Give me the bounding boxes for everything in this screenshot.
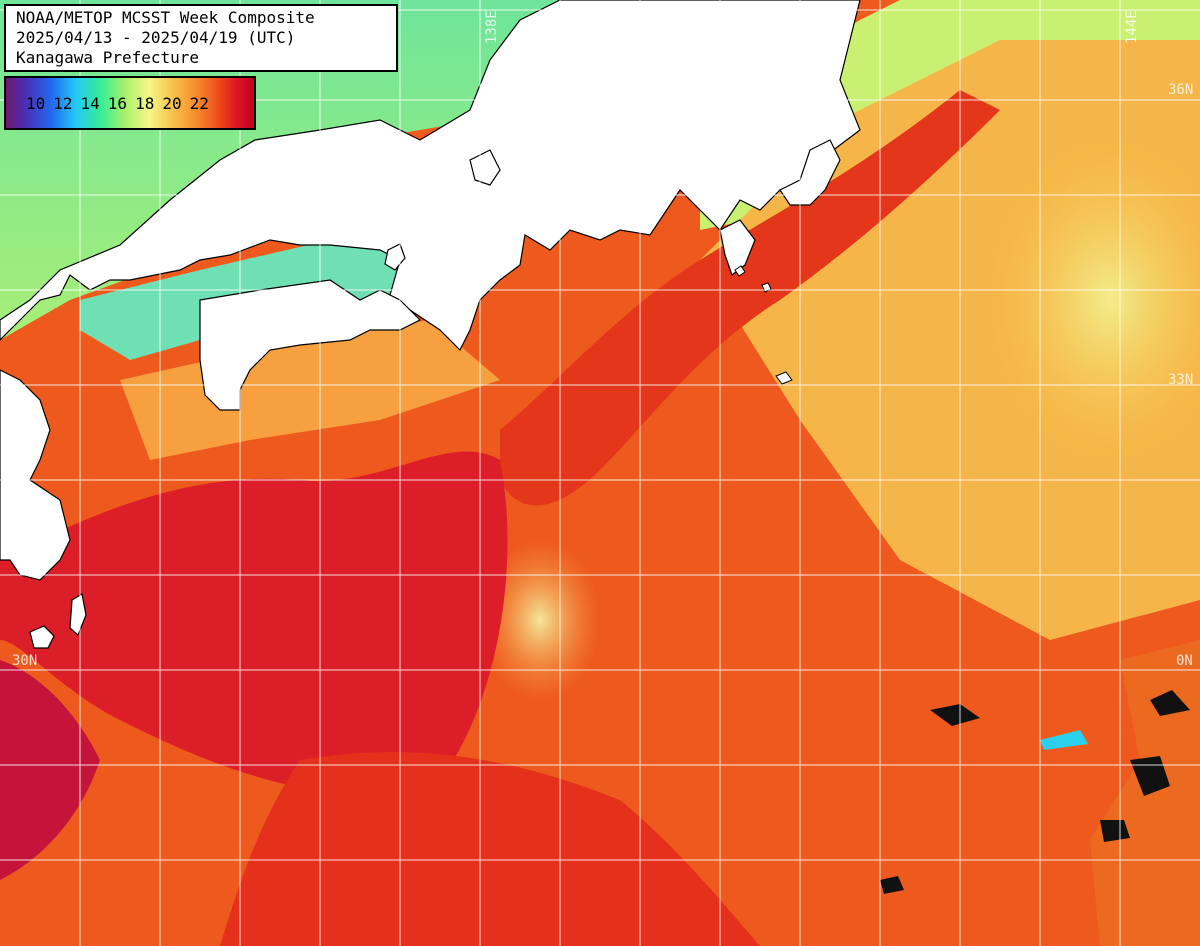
hot-water-southwest: [0, 451, 508, 794]
lat-label-36n: 36N: [1168, 82, 1194, 98]
lat-label-33n: 33N: [1168, 372, 1194, 388]
land-kyushu: [0, 369, 71, 581]
missing-data-speck-5: [1100, 820, 1130, 842]
mild-water-coast-west: [120, 320, 500, 460]
missing-data-speck-4: [1040, 730, 1088, 750]
legend-label-10: 10: [26, 94, 46, 113]
legend-label-14: 14: [80, 94, 100, 113]
missing-data-speck-6: [880, 876, 904, 894]
missing-data-speck-3: [1130, 756, 1170, 796]
legend-label-22: 22: [189, 94, 209, 113]
title-line-region: Kanagawa Prefecture: [16, 48, 200, 67]
lon-label-138e: 138E: [484, 10, 500, 44]
lat-label-30n: 30N: [12, 653, 38, 669]
legend-label-20: 20: [162, 94, 182, 113]
title-line-date-range: 2025/04/13 - 2025/04/19 (UTC): [16, 28, 296, 47]
warm-eddy-center: [480, 540, 600, 700]
land-oki-island: [469, 149, 501, 186]
land-yakushima: [29, 625, 55, 649]
missing-data-speck-1: [930, 704, 980, 726]
title-box: NOAA/METOP MCSST Week Composite 2025/04/…: [4, 4, 398, 72]
hotter-water-edge: [0, 660, 100, 880]
land-boso-peninsula: [779, 139, 841, 206]
kuroshio-current: [500, 90, 1000, 506]
legend-label-18: 18: [135, 94, 155, 113]
warm-eddy-east: [990, 140, 1200, 460]
legend-label-16: 16: [107, 94, 128, 113]
lat-label-30n-right: 0N: [1176, 653, 1193, 669]
lon-label-144e: 144E: [1124, 10, 1140, 44]
legend-labels: 10 12 14 16 18 20 22: [26, 94, 209, 113]
missing-data-speck-2: [1150, 690, 1190, 716]
land-izu-peninsula: [719, 219, 756, 276]
hot-water-south: [220, 752, 760, 946]
temperature-color-legend: 10 12 14 16 18 20 22: [4, 76, 256, 130]
legend-label-12: 12: [53, 94, 73, 113]
land-shikoku: [199, 279, 422, 411]
land-honshu: [0, 0, 861, 352]
land-izu-islands-1: [734, 265, 746, 277]
title-line-product: NOAA/METOP MCSST Week Composite: [16, 8, 315, 27]
land-hachijojima: [775, 371, 793, 385]
